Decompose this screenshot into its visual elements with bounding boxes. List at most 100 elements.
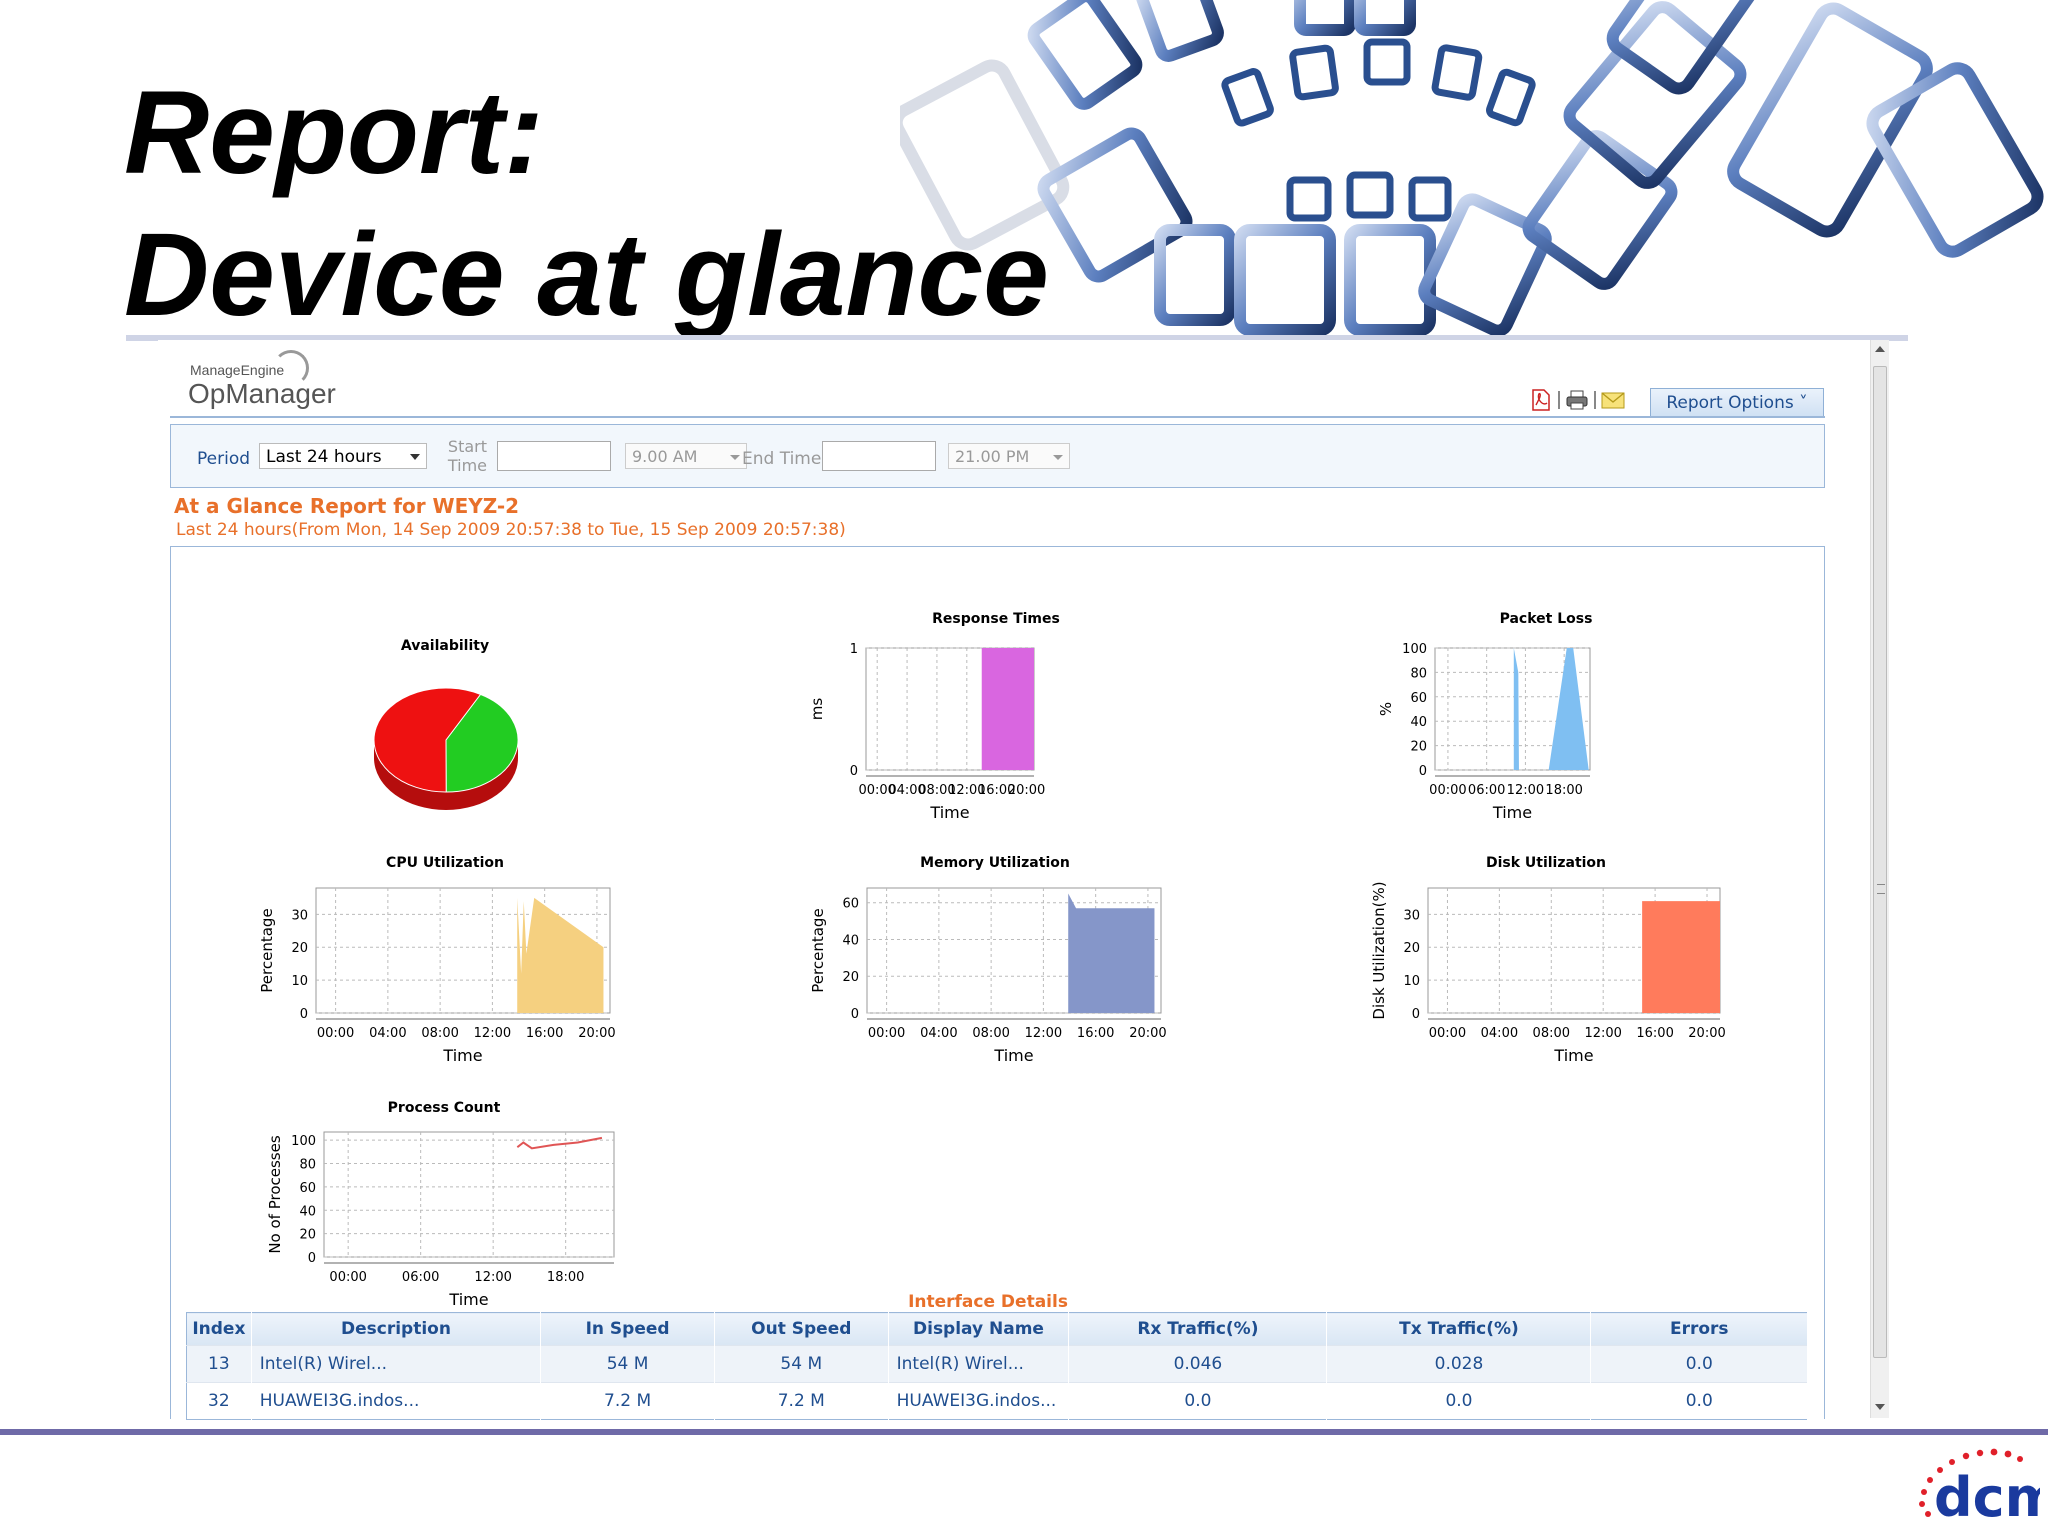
end-time-label: End Time bbox=[742, 449, 822, 469]
table-cell: 0.0 bbox=[1068, 1382, 1328, 1420]
x-axis-label: Time bbox=[448, 1290, 488, 1309]
pie-slice bbox=[373, 687, 482, 793]
manageengine-logo-text: ManageEngine bbox=[190, 362, 285, 378]
table-row[interactable]: 13 Intel(R) Wirel... 54 M 54 M Intel(R) Wire… bbox=[186, 1345, 1808, 1383]
y-tick-label: 20 bbox=[299, 1228, 316, 1243]
report-toolbar bbox=[1528, 388, 1626, 412]
opmanager-window: ManageEngine OpManager Report Options ˅ … bbox=[158, 340, 1889, 1420]
report-options-button[interactable]: Report Options ˅ bbox=[1650, 388, 1824, 418]
slide-title-line-2: Device at glance bbox=[124, 209, 1049, 341]
x-tick-label: 04:00 bbox=[369, 1026, 406, 1041]
x-tick-label: 04:00 bbox=[888, 783, 925, 798]
chart-title: CPU Utilization bbox=[386, 855, 504, 871]
plot-area bbox=[323, 1131, 615, 1258]
pie-slice bbox=[445, 693, 519, 793]
x-axis-label: Time bbox=[1492, 803, 1532, 822]
x-tick-label: 00:00 bbox=[329, 1270, 366, 1285]
y-tick-label: 80 bbox=[299, 1158, 316, 1173]
column-header[interactable]: Index bbox=[186, 1312, 252, 1346]
toolbar-separator bbox=[1558, 391, 1560, 409]
scroll-down-arrow-icon[interactable] bbox=[1875, 1404, 1885, 1410]
y-tick-label: 20 bbox=[1410, 740, 1427, 755]
x-tick-label: 20:00 bbox=[1688, 1026, 1725, 1041]
end-date-input[interactable] bbox=[822, 441, 936, 471]
dropdown-arrow-icon bbox=[730, 455, 740, 460]
header-divider bbox=[170, 416, 1825, 418]
scroll-grip-icon bbox=[1877, 884, 1885, 894]
process-count-chart: Process Count 0 20 40 60 80 100 00:00 06:00 12:00… bbox=[266, 1100, 615, 1309]
column-header[interactable]: Out Speed bbox=[714, 1312, 889, 1346]
y-axis-label: No of Processes bbox=[266, 1135, 284, 1254]
period-label: Period bbox=[197, 449, 251, 469]
column-header[interactable]: Description bbox=[251, 1312, 542, 1346]
interface-details-title: Interface Details bbox=[908, 1292, 1068, 1312]
table-cell: 0.0 bbox=[1590, 1382, 1808, 1420]
column-header[interactable]: Errors bbox=[1590, 1312, 1808, 1346]
cpu-utilization-chart: CPU Utilization 0 10 20 30 00:00 04:00 08:00 12:… bbox=[258, 855, 616, 1065]
x-tick-label: 18:00 bbox=[547, 1270, 584, 1285]
availability-chart: Availability bbox=[373, 638, 519, 810]
y-tick-label: 20 bbox=[842, 970, 859, 985]
table-cell: Intel(R) Wirel... bbox=[888, 1345, 1070, 1383]
chart-title: Memory Utilization bbox=[920, 855, 1070, 871]
y-tick-label: 10 bbox=[291, 974, 308, 989]
y-tick-label: 0 bbox=[1419, 764, 1427, 779]
end-time-select[interactable]: 21.00 PM bbox=[948, 443, 1070, 469]
x-tick-label: 00:00 bbox=[868, 1026, 905, 1041]
table-cell: 54 M bbox=[714, 1345, 889, 1383]
x-tick-label: 12:00 bbox=[1507, 783, 1544, 798]
manageengine-arc-icon bbox=[273, 350, 309, 386]
vertical-scrollbar[interactable] bbox=[1870, 340, 1889, 1418]
chart-title: Packet Loss bbox=[1500, 611, 1593, 627]
x-tick-label: 00:00 bbox=[1429, 783, 1466, 798]
start-time-select[interactable]: 9.00 AM bbox=[625, 443, 747, 469]
table-cell: 0.046 bbox=[1068, 1345, 1328, 1383]
period-select[interactable]: Last 24 hours bbox=[259, 443, 427, 469]
column-header[interactable]: Rx Traffic(%) bbox=[1068, 1312, 1328, 1346]
start-date-input[interactable] bbox=[497, 441, 611, 471]
scroll-up-arrow-icon[interactable] bbox=[1875, 346, 1885, 352]
column-header[interactable]: Tx Traffic(%) bbox=[1326, 1312, 1592, 1346]
y-axis-label: Disk Utilization(%) bbox=[1370, 881, 1388, 1019]
opmanager-logo-text: OpManager bbox=[188, 378, 336, 409]
x-tick-label: 20:00 bbox=[578, 1026, 615, 1041]
disk-utilization-chart: Disk Utilization 0 10 20 30 00:00 04:00 08:00 12… bbox=[1370, 855, 1726, 1065]
y-tick-label: 0 bbox=[300, 1007, 308, 1022]
y-tick-label: 60 bbox=[1410, 691, 1427, 706]
slide-title: Report: Device at glance bbox=[124, 62, 1049, 346]
series-area bbox=[517, 897, 604, 1013]
period-filter-bar: Period Last 24 hours Start Time 9.00 AM … bbox=[170, 424, 1825, 488]
x-tick-label: 06:00 bbox=[1468, 783, 1505, 798]
slide-top-rule bbox=[126, 335, 1908, 341]
column-header[interactable]: In Speed bbox=[540, 1312, 715, 1346]
x-tick-label: 16:00 bbox=[978, 783, 1015, 798]
y-tick-label: 60 bbox=[842, 897, 859, 912]
memory-utilization-chart: Memory Utilization 0 20 40 60 00:00 04:00 08:00… bbox=[809, 855, 1167, 1065]
y-tick-label: 100 bbox=[1402, 642, 1427, 657]
scroll-thumb[interactable] bbox=[1873, 366, 1887, 1358]
y-tick-label: 30 bbox=[1403, 908, 1420, 923]
x-tick-label: 08:00 bbox=[1533, 1026, 1570, 1041]
y-axis-label: Percentage bbox=[258, 908, 276, 992]
table-row[interactable]: 32 HUAWEI3G.indos... 7.2 M 7.2 M HUAWEI3G.in… bbox=[186, 1382, 1808, 1420]
chart-title: Disk Utilization bbox=[1486, 855, 1606, 871]
email-icon[interactable] bbox=[1600, 388, 1626, 412]
x-tick-label: 12:00 bbox=[1584, 1026, 1621, 1041]
y-tick-label: 0 bbox=[850, 764, 858, 779]
packet-loss-chart: Packet Loss 0 20 40 60 80 100 00:00 06:00 12:00 18… bbox=[1377, 611, 1592, 822]
x-tick-label: 20:00 bbox=[1129, 1026, 1166, 1041]
x-tick-label: 18:00 bbox=[1545, 783, 1582, 798]
dcm-logo: dcm bbox=[1919, 1448, 2040, 1524]
start-time-label: Start Time bbox=[447, 437, 487, 475]
x-axis-label: Time bbox=[1553, 1046, 1593, 1065]
print-icon[interactable] bbox=[1564, 388, 1590, 412]
x-tick-label: 00:00 bbox=[317, 1026, 354, 1041]
column-header[interactable]: Display Name bbox=[888, 1312, 1070, 1346]
x-axis-label: Time bbox=[442, 1046, 482, 1065]
pdf-icon[interactable] bbox=[1528, 388, 1554, 412]
y-tick-label: 1 bbox=[850, 642, 858, 657]
table-body: 13 Intel(R) Wirel... 54 M 54 M Intel(R) Wire… bbox=[186, 1345, 1808, 1420]
end-time-value: 21.00 PM bbox=[955, 447, 1030, 466]
table-cell: 7.2 M bbox=[714, 1382, 889, 1420]
table-cell: HUAWEI3G.indos... bbox=[251, 1382, 542, 1420]
